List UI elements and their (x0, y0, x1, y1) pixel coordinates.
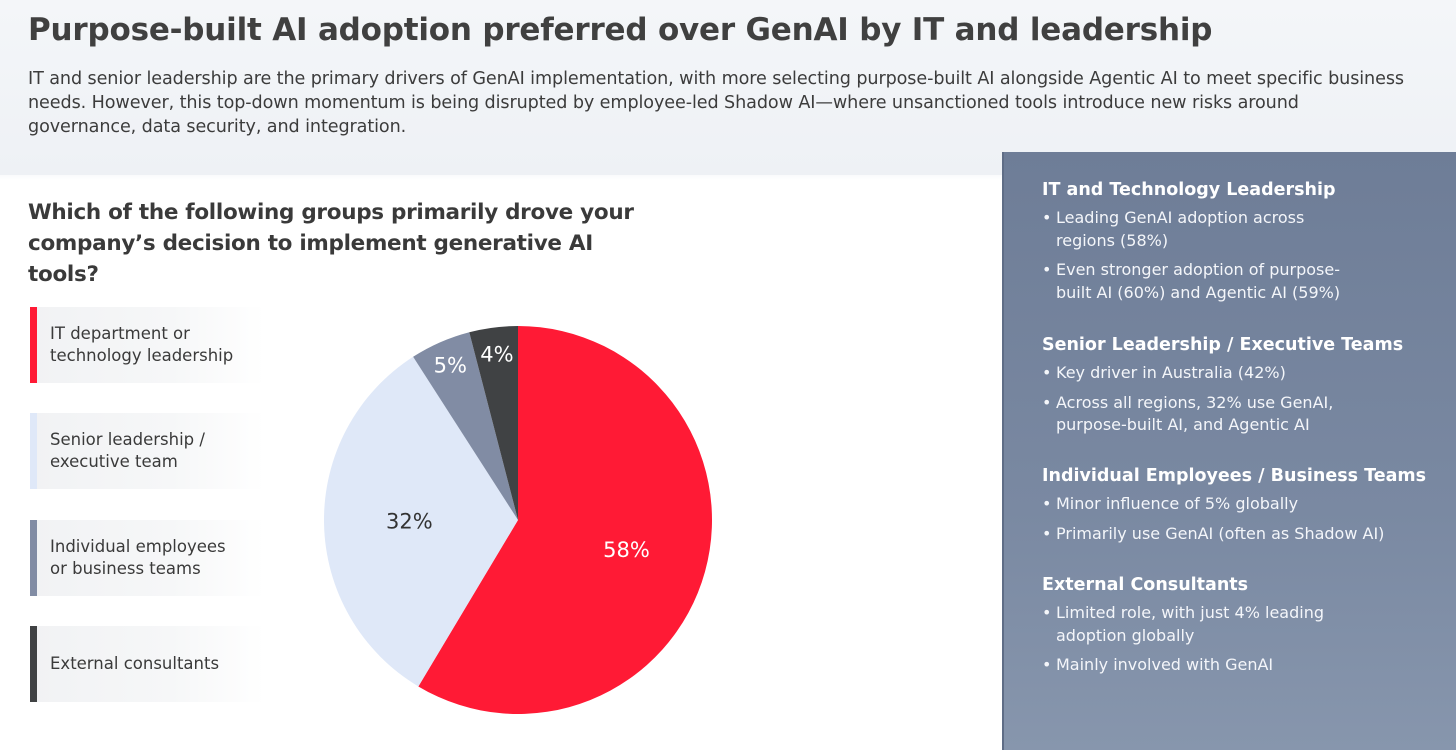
page-title: Purpose-built AI adoption preferred over… (28, 12, 1213, 48)
pie-slice-senior (324, 356, 518, 687)
legend-item-employees: Individual employees or business teams (30, 520, 265, 596)
legend-swatch-it (30, 307, 37, 383)
pie-slice-consultants (469, 326, 518, 520)
panel-bullet-senior-2: Across all regions, 32% use GenAI, purpo… (1042, 392, 1346, 437)
panel-heading-employees: Individual Employees / Business Teams (1042, 466, 1427, 486)
pie-label-it: 58% (603, 538, 650, 562)
legend-label-consultants: External consultants (50, 654, 220, 673)
legend-swatch-senior (30, 413, 37, 489)
panel-section-employees: Individual Employees / Business Teams Mi… (1042, 465, 1442, 552)
panel-bullet-employees-2: Primarily use GenAI (often as Shadow AI) (1042, 523, 1442, 546)
pie-chart: 58% 32% 5% 4% (320, 310, 720, 730)
legend-item-consultants: External consultants (30, 626, 265, 702)
panel-bullet-it-1: Leading GenAI adoption across regions (5… (1042, 207, 1346, 252)
legend-label-it: IT department or technology leadership (50, 324, 234, 365)
header-band (0, 0, 1456, 175)
pie-label-senior: 32% (386, 510, 433, 534)
pie-label-consultants: 4% (480, 343, 513, 367)
pie-slice-it (418, 326, 712, 714)
chart-title: Which of the following groups primarily … (28, 200, 634, 287)
legend-label-employees: Individual employees or business teams (50, 537, 226, 578)
panel-bullet-it-2: Even stronger adoption of purpose-built … (1042, 259, 1356, 304)
pie-chart-svg: 58% 32% 5% 4% (324, 326, 712, 714)
page-subtitle: IT and senior leadership are the primary… (28, 69, 1404, 137)
legend-item-senior: Senior leadership / executive team (30, 413, 265, 489)
panel-bullet-consultants-1: Limited role, with just 4% leading adopt… (1042, 602, 1346, 647)
legend-swatch-employees (30, 520, 37, 596)
pie-slice-employees (413, 332, 518, 520)
pie-label-employees: 5% (434, 353, 467, 377)
legend-label-senior: Senior leadership / executive team (50, 430, 205, 471)
panel-heading-senior: Senior Leadership / Executive Teams (1042, 335, 1404, 355)
panel-bullet-senior-1: Key driver in Australia (42%) (1042, 362, 1442, 385)
legend-swatch-consultants (30, 626, 37, 702)
panel-section-senior: Senior Leadership / Executive Teams Key … (1042, 334, 1442, 444)
panel-heading-it: IT and Technology Leadership (1042, 180, 1336, 200)
panel-heading-consultants: External Consultants (1042, 575, 1249, 595)
legend-item-it: IT department or technology leadership (30, 307, 265, 383)
panel-bullet-employees-1: Minor influence of 5% globally (1042, 493, 1442, 516)
panel-bullet-consultants-2: Mainly involved with GenAI (1042, 654, 1442, 677)
panel-section-consultants: External Consultants Limited role, with … (1042, 574, 1442, 684)
panel-section-it: IT and Technology Leadership Leading Gen… (1042, 179, 1442, 311)
insights-panel: IT and Technology Leadership Leading Gen… (1002, 152, 1456, 750)
